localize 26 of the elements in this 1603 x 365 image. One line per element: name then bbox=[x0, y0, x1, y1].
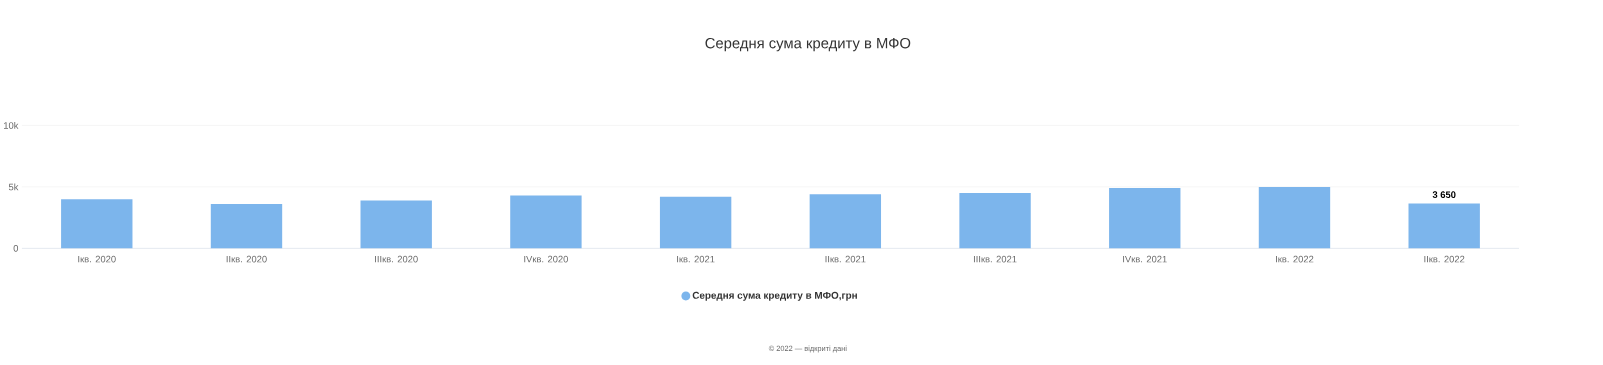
y-tick-label: 0 bbox=[13, 245, 19, 252]
bar bbox=[210, 204, 283, 249]
bar bbox=[510, 195, 582, 249]
y-tick-label: 10k bbox=[4, 122, 19, 129]
data-label: 3 650 bbox=[1432, 191, 1456, 199]
chart-title: Середня сума кредиту в МФО bbox=[705, 37, 911, 52]
bar bbox=[1109, 188, 1181, 249]
x-tick-label: Iкв. 2022 bbox=[1276, 255, 1314, 263]
bar bbox=[1258, 186, 1331, 249]
x-tick-label: IIIкв. 2021 bbox=[973, 255, 1017, 263]
bar bbox=[809, 194, 882, 249]
x-tick-label: IIкв. 2022 bbox=[1424, 255, 1465, 263]
x-tick-label: IVкв. 2020 bbox=[524, 255, 568, 263]
bar bbox=[959, 193, 1031, 249]
x-tick-label: IIкв. 2020 bbox=[226, 255, 267, 263]
x-tick-label: IVкв. 2021 bbox=[1123, 255, 1167, 263]
bar bbox=[61, 199, 133, 249]
bar bbox=[659, 196, 732, 249]
y-tick-label: 5k bbox=[8, 183, 19, 191]
bar bbox=[360, 200, 432, 249]
legend-label: Середня сума кредиту в МФО,грн bbox=[692, 291, 857, 301]
x-tick-label: Iкв. 2020 bbox=[78, 255, 116, 263]
bar bbox=[1408, 203, 1480, 249]
x-tick-label: IIIкв. 2020 bbox=[375, 255, 418, 263]
x-tick-label: IIкв. 2021 bbox=[825, 255, 866, 263]
x-tick-label: Iкв. 2021 bbox=[677, 255, 715, 263]
